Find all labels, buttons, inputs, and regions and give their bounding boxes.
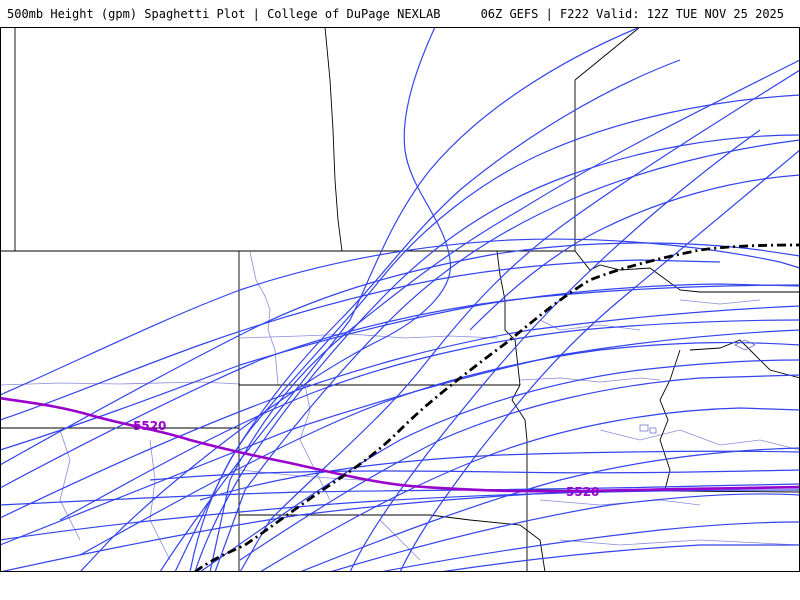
title-bar: 500mb Height (gpm) Spaghetti Plot | Coll…	[0, 0, 800, 27]
county-boundaries	[0, 251, 800, 561]
ensemble-member-lines	[0, 27, 800, 572]
city-markers	[639, 339, 756, 434]
contour-label-5520-west: 5520	[133, 419, 166, 433]
plot-title: 500mb Height (gpm) Spaghetti Plot | Coll…	[7, 7, 441, 21]
control-run-line	[194, 243, 800, 572]
model-run-info: 06Z GEFS | F222 Valid: 12Z TUE NOV 25 20…	[480, 7, 784, 21]
contour-label-5520-east: 5520	[566, 485, 599, 499]
ensemble-mean-5520-contour	[0, 396, 800, 493]
